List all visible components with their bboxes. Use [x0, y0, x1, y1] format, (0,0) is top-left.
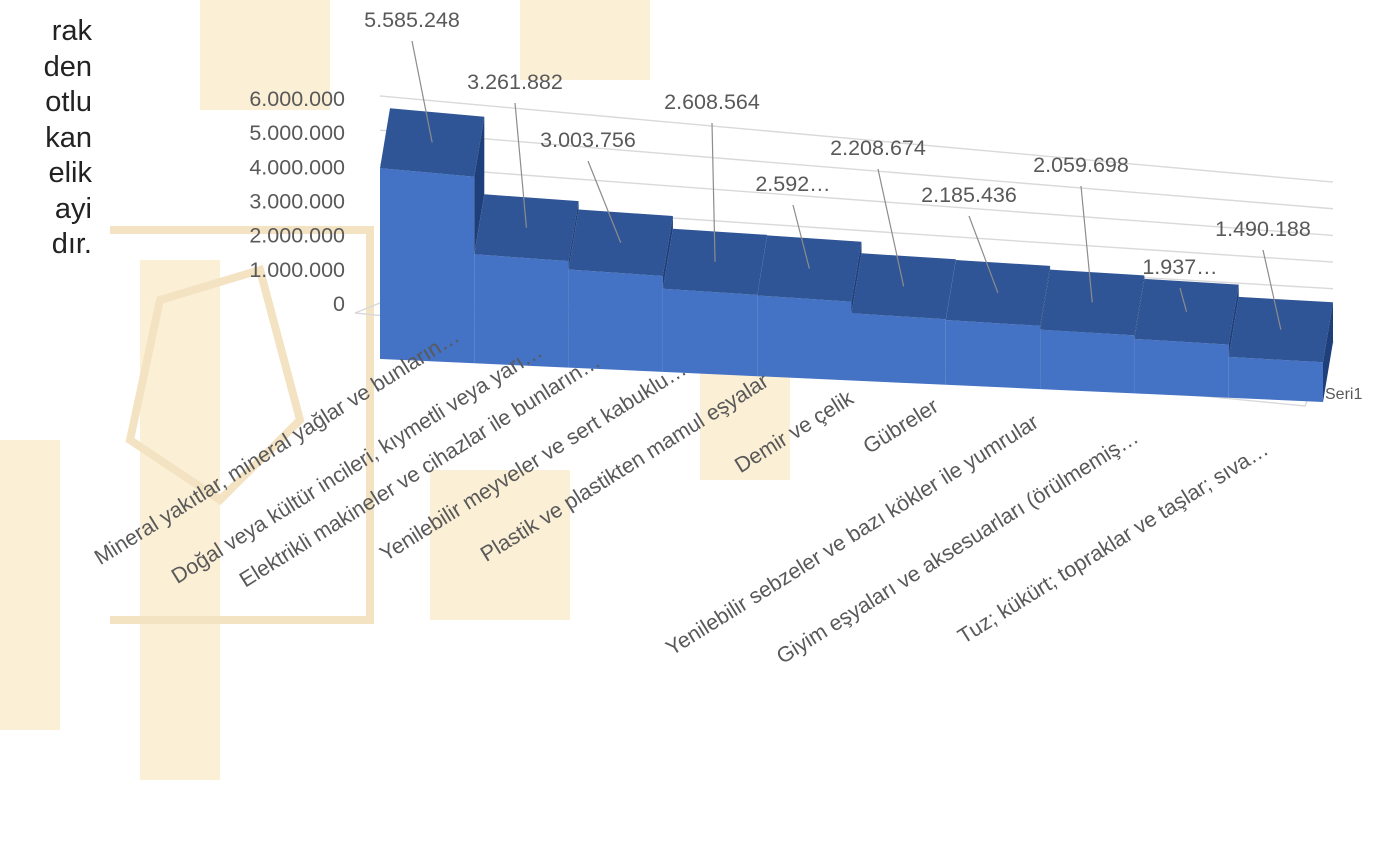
y-axis-ticks: 0 1.000.000 2.000.000 3.000.000 4.000.000 5.0…	[249, 87, 345, 316]
y-tick-label: 2.000.000	[249, 224, 345, 248]
bar-step	[1040, 265, 1051, 330]
gridline	[379, 95, 1334, 183]
gridline	[379, 129, 1334, 210]
data-label-leader	[1262, 249, 1282, 330]
bar-front	[380, 168, 475, 364]
y-tick-label: 6.000.000	[249, 87, 345, 111]
data-label: 2.059.698	[1033, 153, 1129, 177]
data-label-leader	[792, 204, 810, 269]
data-label: 3.003.756	[540, 128, 636, 152]
bar-front	[474, 254, 569, 368]
side-text-line: den	[43, 50, 92, 83]
bar-top	[1040, 269, 1145, 336]
data-label: 2.185.436	[921, 183, 1017, 207]
data-label: 3.261.882	[467, 70, 563, 94]
bar-front	[1040, 329, 1135, 394]
bar-step	[474, 116, 485, 255]
bar-step	[568, 201, 579, 270]
side-text-block: rak den otlu kan elik ayi dır.	[0, 14, 92, 263]
y-tick-label: 0	[333, 292, 345, 316]
data-label-leader	[1179, 287, 1188, 312]
data-label: 2.592…	[755, 172, 830, 196]
data-label-leader	[968, 215, 999, 294]
bar-step	[1134, 275, 1145, 339]
bar-front	[662, 288, 758, 377]
side-text-line: elik	[48, 157, 92, 189]
category-label: Elektrikli makineler ve cihazlar ile bun…	[235, 349, 604, 592]
bar-step	[851, 241, 862, 314]
bar-front	[1228, 356, 1323, 402]
y-tick-label: 4.000.000	[249, 155, 345, 179]
data-label: 5.585.248	[364, 8, 460, 32]
data-label-leader	[1080, 185, 1093, 303]
side-text-line: otlu	[45, 86, 92, 118]
bar-end	[1323, 302, 1333, 402]
series-name: Seri1	[1325, 386, 1362, 403]
bar-top	[662, 228, 768, 295]
data-label-leader	[711, 122, 716, 262]
bar-step	[945, 259, 956, 320]
data-label-leader	[411, 40, 433, 143]
bar-front	[757, 295, 852, 381]
bar-step	[757, 234, 768, 296]
data-label: 2.608.564	[664, 90, 760, 114]
series-label: Seri1	[1325, 386, 1362, 403]
data-label-leader	[587, 160, 622, 243]
data-label: 1.937…	[1142, 255, 1217, 279]
category-label: Gübreler	[859, 394, 943, 459]
bar-front	[851, 313, 946, 385]
bar-top	[1134, 278, 1239, 345]
data-label: 2.208.674	[830, 136, 926, 160]
bar-top	[474, 194, 579, 262]
bar-front	[945, 320, 1041, 390]
side-text-line: kan	[45, 121, 92, 154]
data-label-leader	[877, 168, 905, 287]
data-label-leader	[514, 102, 528, 228]
side-text-line: ayi	[54, 192, 92, 225]
bar-front	[568, 269, 663, 372]
side-text-line: rak	[51, 15, 92, 47]
side-text-line: dır.	[51, 228, 92, 260]
y-tick-label: 3.000.000	[249, 190, 345, 214]
bar-front	[1134, 338, 1229, 398]
bar-step	[662, 216, 673, 289]
bar-top	[380, 108, 485, 177]
y-tick-label: 5.000.000	[249, 121, 345, 145]
data-labels: 5.585.248 3.261.882 3.003.756 2.608.564 2.59…	[364, 8, 1311, 330]
category-label: Tuz; kükürt; topraklar ve taşlar; sıva…	[954, 437, 1273, 649]
y-tick-label: 1.000.000	[249, 258, 345, 282]
gridline	[379, 163, 1334, 237]
bar-top	[1228, 296, 1333, 363]
bar-step	[1228, 284, 1239, 357]
data-label: 1.490.188	[1215, 217, 1311, 241]
